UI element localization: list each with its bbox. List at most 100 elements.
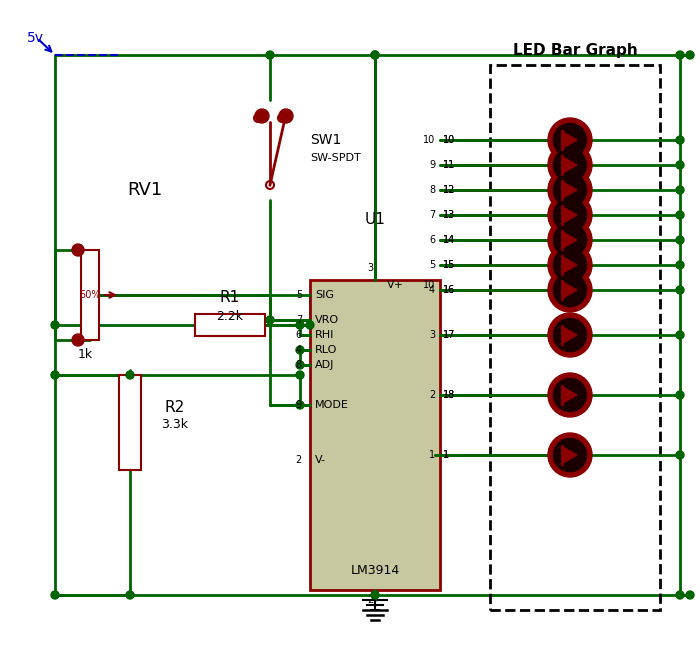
Text: 10: 10 (443, 135, 455, 145)
Circle shape (676, 51, 684, 59)
Circle shape (306, 321, 314, 329)
Text: 15: 15 (443, 260, 456, 270)
Circle shape (548, 243, 592, 287)
Text: ↑: ↑ (74, 245, 83, 255)
Circle shape (554, 198, 587, 231)
Circle shape (548, 218, 592, 262)
Circle shape (676, 236, 684, 244)
Polygon shape (562, 447, 577, 464)
Circle shape (371, 591, 379, 599)
Text: 8: 8 (296, 360, 302, 370)
Circle shape (554, 248, 587, 282)
Circle shape (554, 174, 587, 206)
Text: R2: R2 (165, 400, 185, 415)
Circle shape (554, 223, 587, 257)
Text: SW-SPDT: SW-SPDT (310, 153, 360, 163)
Circle shape (676, 136, 684, 144)
Circle shape (279, 109, 293, 123)
Text: 14: 14 (443, 235, 455, 245)
Circle shape (554, 438, 587, 472)
Text: 2: 2 (367, 595, 373, 605)
Circle shape (126, 591, 134, 599)
Circle shape (296, 321, 304, 329)
Text: 4: 4 (429, 285, 435, 295)
Circle shape (296, 401, 304, 409)
Text: 50%: 50% (79, 290, 101, 300)
Polygon shape (562, 132, 577, 149)
Text: 6: 6 (296, 330, 302, 340)
Text: 9: 9 (429, 160, 435, 170)
Text: 12: 12 (443, 185, 456, 195)
Circle shape (676, 331, 684, 339)
Text: 6: 6 (429, 235, 435, 245)
Text: 10: 10 (423, 135, 435, 145)
Circle shape (371, 51, 379, 59)
Circle shape (554, 124, 587, 157)
Text: 5: 5 (295, 290, 302, 300)
Text: R1: R1 (220, 291, 240, 305)
Polygon shape (562, 157, 577, 174)
Circle shape (676, 391, 684, 399)
Text: 5v: 5v (27, 31, 43, 45)
Text: 7: 7 (428, 210, 435, 220)
Circle shape (676, 261, 684, 269)
Circle shape (676, 211, 684, 219)
Circle shape (554, 318, 587, 352)
Text: 17: 17 (443, 330, 456, 340)
Text: 11: 11 (443, 160, 455, 170)
Text: 13: 13 (443, 210, 455, 220)
Text: RV1: RV1 (127, 181, 162, 199)
Circle shape (676, 161, 684, 169)
Text: 1: 1 (429, 450, 435, 460)
Circle shape (554, 149, 587, 181)
Text: 8: 8 (429, 185, 435, 195)
Text: RHI: RHI (315, 330, 335, 340)
Circle shape (548, 268, 592, 312)
Text: SW1: SW1 (310, 133, 342, 147)
Text: ↓: ↓ (74, 335, 83, 345)
Text: 16: 16 (443, 285, 455, 295)
Text: 14: 14 (443, 235, 455, 245)
Circle shape (296, 346, 304, 354)
Circle shape (296, 361, 304, 369)
Bar (195, 314, 265, 336)
Polygon shape (562, 386, 577, 403)
Text: 18: 18 (443, 390, 455, 400)
Text: 17: 17 (443, 330, 456, 340)
Circle shape (548, 118, 592, 162)
Text: 3.3k: 3.3k (162, 419, 188, 432)
Circle shape (51, 591, 59, 599)
Circle shape (676, 591, 684, 599)
Text: LED Bar Graph: LED Bar Graph (512, 43, 638, 58)
Circle shape (676, 451, 684, 459)
Circle shape (266, 51, 274, 59)
Circle shape (51, 321, 59, 329)
Bar (490, 65, 660, 610)
Circle shape (371, 51, 379, 59)
Circle shape (676, 186, 684, 194)
Text: 7: 7 (295, 315, 302, 325)
Text: V-: V- (315, 455, 326, 465)
Circle shape (548, 193, 592, 237)
Text: 16: 16 (443, 285, 455, 295)
Polygon shape (562, 206, 577, 223)
Circle shape (686, 51, 694, 59)
Text: 2: 2 (428, 390, 435, 400)
Circle shape (548, 313, 592, 357)
Text: V+: V+ (386, 280, 403, 290)
Polygon shape (562, 282, 577, 299)
Text: LM3914: LM3914 (351, 563, 400, 576)
Text: 15: 15 (443, 260, 456, 270)
Circle shape (72, 334, 84, 346)
Text: 9: 9 (296, 400, 302, 410)
Text: 10: 10 (443, 135, 455, 145)
Polygon shape (562, 232, 577, 248)
Text: MODE: MODE (315, 400, 349, 410)
Polygon shape (562, 181, 577, 198)
Circle shape (554, 274, 587, 307)
Text: 2.2k: 2.2k (216, 310, 244, 322)
Circle shape (296, 371, 304, 379)
Circle shape (686, 591, 694, 599)
Circle shape (548, 143, 592, 187)
Bar (119, 375, 141, 470)
